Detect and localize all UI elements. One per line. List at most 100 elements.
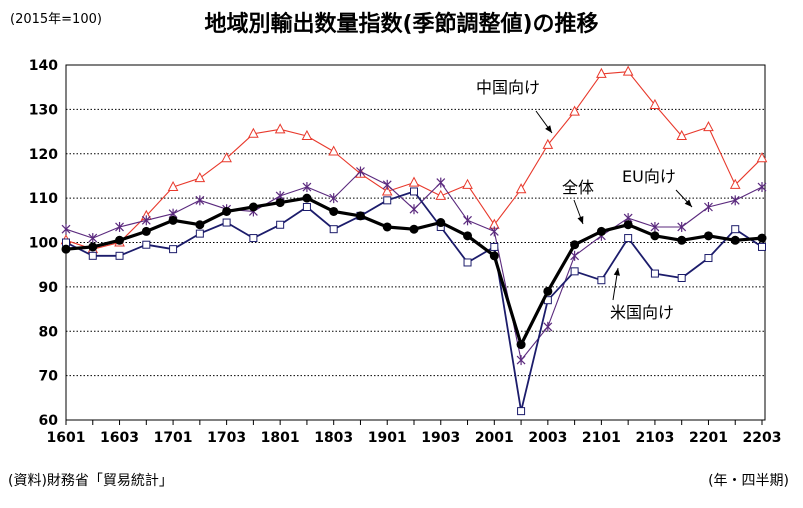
y-tick-label: 120 (29, 147, 58, 163)
x-tick-label: 2101 (582, 430, 621, 446)
data-point-square (383, 196, 392, 205)
data-point-square (650, 269, 659, 278)
annotation-arrow-head (545, 125, 552, 133)
x-unit-label: (年・四半期) (708, 473, 789, 489)
data-point-square (490, 242, 499, 251)
x-tick-label: 1701 (154, 430, 193, 446)
data-point-triangle (194, 172, 206, 183)
data-point-square (276, 220, 285, 229)
x-tick-label: 1901 (368, 430, 407, 446)
data-point-triangle (703, 121, 714, 132)
data-point-triangle (542, 138, 554, 149)
annotation-label: 米国向け (610, 303, 674, 322)
data-point-circle (677, 235, 687, 245)
data-point-square (517, 407, 526, 416)
data-point-circle (355, 211, 365, 221)
data-point-star (730, 195, 740, 206)
y-unit-label: (2015年=100) (10, 12, 102, 27)
annotation-label: EU向け (622, 167, 676, 186)
annotation-arrow-head (577, 216, 584, 224)
x-tick-label: 2201 (689, 430, 728, 446)
data-point-star (436, 177, 446, 188)
data-point-star (88, 233, 98, 244)
data-point-star (463, 215, 472, 226)
data-point-triangle (676, 129, 688, 140)
y-tick-label: 60 (39, 413, 59, 429)
data-point-triangle (408, 176, 420, 187)
data-point-circle (516, 340, 526, 350)
data-point-star (570, 250, 580, 261)
data-point-circle (730, 235, 740, 245)
annotation-arrow-head (684, 199, 692, 207)
x-tick-label: 2003 (528, 430, 567, 446)
data-point-triangle (435, 189, 447, 200)
data-point-square (169, 245, 178, 254)
data-point-star (61, 224, 71, 235)
data-point-square (758, 242, 766, 251)
y-tick-label: 140 (29, 58, 58, 74)
data-point-circle (302, 193, 312, 203)
data-point-circle (570, 240, 580, 250)
data-point-star (650, 221, 660, 232)
y-tick-label: 100 (29, 236, 58, 252)
data-point-square (731, 225, 740, 234)
x-tick-label: 2203 (743, 430, 782, 446)
data-point-triangle (462, 178, 473, 189)
data-point-star (409, 204, 419, 215)
y-tick-label: 70 (39, 369, 59, 385)
data-point-triangle (301, 129, 313, 140)
y-tick-label: 80 (39, 324, 59, 340)
data-point-circle (168, 215, 178, 225)
x-tick-label: 1801 (261, 430, 300, 446)
data-point-square (463, 258, 472, 267)
data-point-star (329, 193, 339, 204)
data-point-circle (409, 224, 419, 234)
x-tick-label: 1803 (314, 430, 353, 446)
data-point-circle (222, 206, 232, 216)
data-point-triangle (221, 152, 232, 163)
data-point-circle (195, 220, 205, 230)
data-point-star (489, 226, 499, 237)
data-point-triangle (569, 105, 580, 116)
x-tick-label: 2103 (635, 430, 674, 446)
data-point-star (382, 179, 392, 190)
data-point-circle (436, 218, 446, 228)
data-point-square (115, 251, 124, 260)
data-point-triangle (729, 178, 741, 189)
data-point-square (624, 234, 633, 243)
x-tick-label: 1603 (100, 430, 139, 446)
x-tick-label: 1703 (207, 430, 246, 446)
data-point-square (142, 240, 151, 249)
data-point-square (88, 251, 97, 260)
data-point-star (757, 182, 767, 193)
data-point-circle (115, 235, 125, 245)
data-point-circle (757, 233, 767, 243)
data-point-square (570, 267, 579, 276)
data-point-star (543, 321, 553, 332)
data-point-star (115, 221, 124, 232)
data-point-square (597, 276, 606, 285)
data-point-triangle (328, 145, 340, 156)
y-tick-label: 110 (29, 191, 58, 207)
data-point-circle (329, 206, 339, 216)
data-point-square (195, 229, 204, 238)
data-point-square (410, 187, 418, 196)
x-tick-label: 2001 (475, 430, 514, 446)
y-tick-label: 90 (39, 280, 59, 296)
data-point-circle (623, 220, 633, 230)
data-point-circle (596, 226, 606, 236)
data-point-star (704, 202, 713, 212)
data-point-square (302, 203, 311, 211)
source-note: (資料)財務省「貿易統計」 (8, 473, 173, 489)
data-point-square (222, 218, 231, 227)
annotation-label: 全体 (562, 178, 594, 197)
chart-title: 地域別輸出数量指数(季節調整値)の推移 (204, 12, 599, 37)
data-point-star (141, 215, 151, 226)
series-line (65, 170, 763, 361)
data-point-triangle (756, 152, 768, 163)
plot-frame (65, 64, 766, 421)
data-point-circle (248, 202, 258, 212)
data-point-triangle (596, 67, 607, 78)
